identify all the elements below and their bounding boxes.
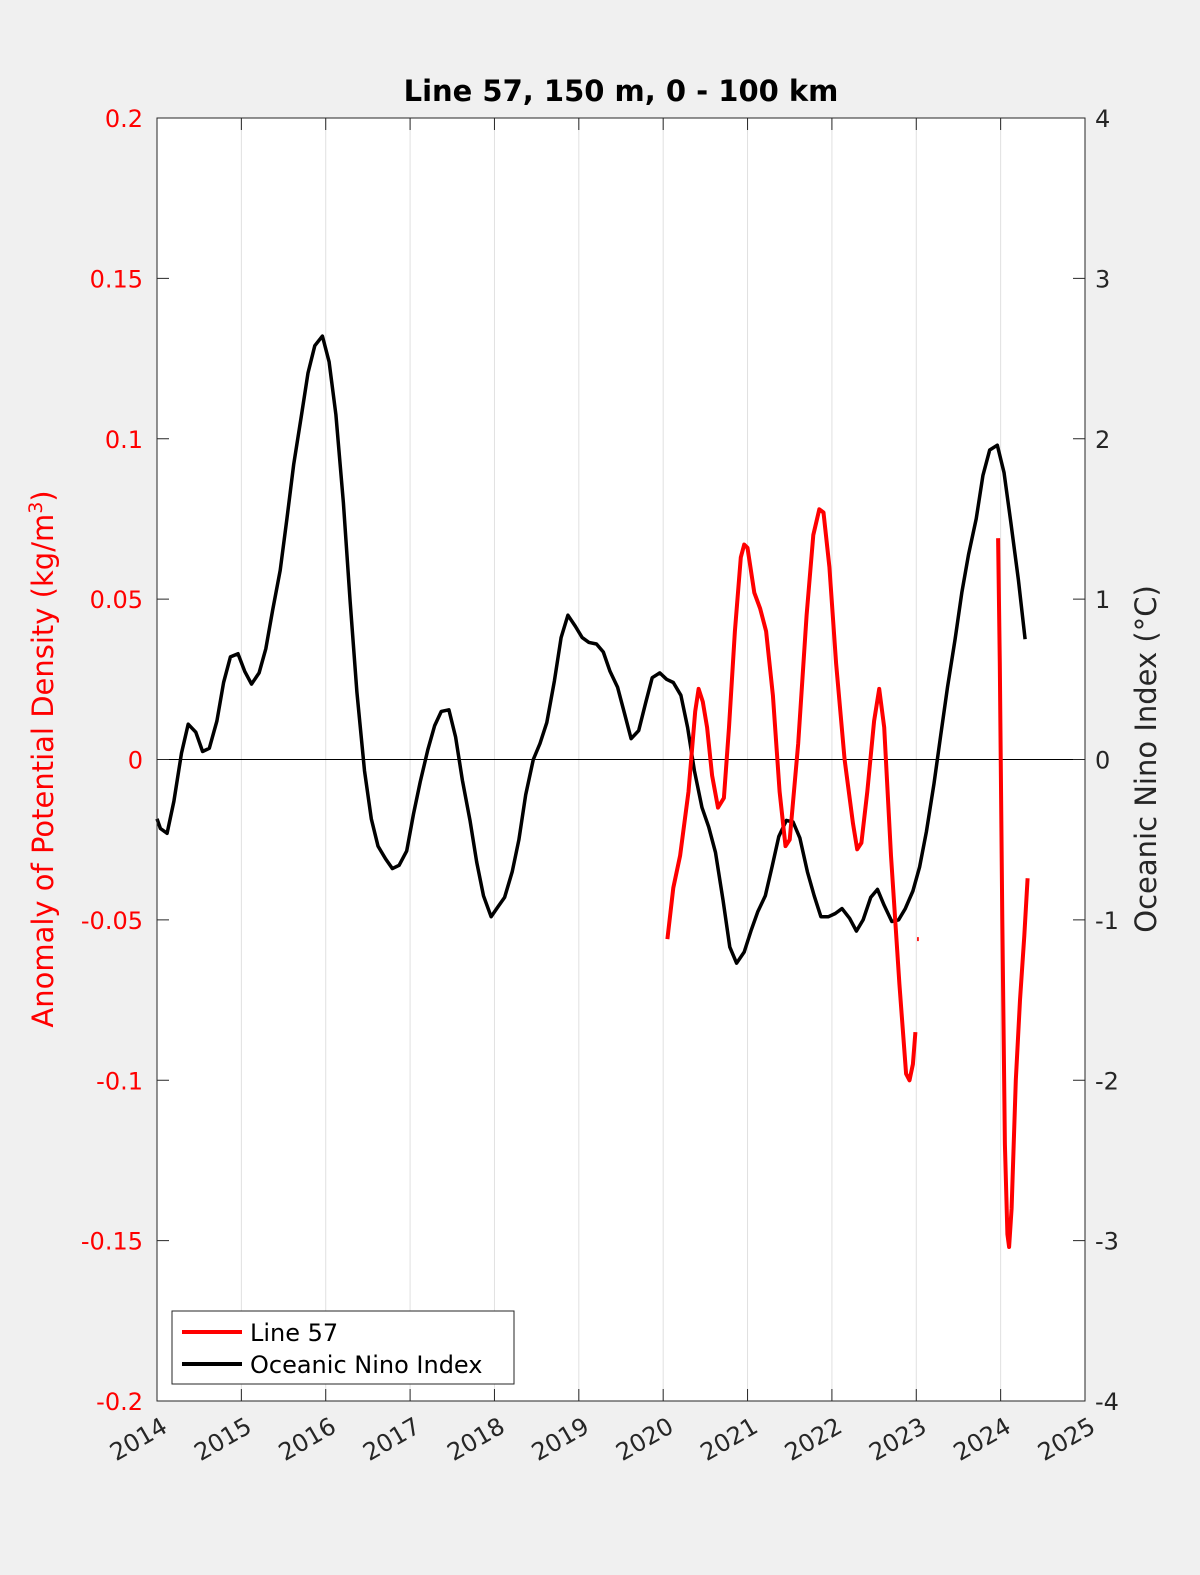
right-axis-ticks: 4 3 2 1 0 -1 -2 -3 -4 (1073, 105, 1119, 1416)
right-tick-label: -2 (1095, 1067, 1119, 1095)
right-tick-label: -1 (1095, 907, 1119, 935)
right-tick-label: 0 (1095, 747, 1110, 775)
left-axis-label: Anomaly of Potential Density (kg/m3) (25, 490, 60, 1027)
left-tick-label: -0.2 (96, 1388, 143, 1416)
series-line-line57-segment-0 (665, 507, 918, 1083)
chart-title: Line 57, 150 m, 0 - 100 km (404, 74, 839, 108)
legend: Line 57 Oceanic Nino Index (171, 1310, 515, 1385)
right-tick-label: 1 (1095, 586, 1110, 614)
right-axis-label: Oceanic Nino Index (°C) (1129, 585, 1163, 933)
left-tick-label: -0.1 (96, 1067, 143, 1095)
right-tick-label: 4 (1095, 105, 1110, 133)
right-tick-label: 3 (1095, 265, 1110, 293)
left-tick-label: -0.05 (81, 907, 143, 935)
legend-label-oni: Oceanic Nino Index (250, 1351, 482, 1379)
left-tick-label: -0.15 (81, 1228, 143, 1256)
left-axis-label-tail: ) (26, 490, 60, 501)
left-tick-label: 0.1 (105, 426, 143, 454)
left-tick-label: 0.2 (105, 105, 143, 133)
left-tick-label: 0.15 (90, 265, 143, 293)
left-axis-label-main: Anomaly of Potential Density (kg/m (26, 514, 60, 1028)
series-layer (155, 334, 1030, 1249)
left-axis-ticks: 0.2 0.15 0.1 0.05 0 -0.05 -0.1 -0.15 -0.2 (81, 105, 169, 1416)
series-line-oceanic-nino-index (155, 334, 1027, 965)
series-line-line57-segment-2 (996, 538, 1030, 1249)
legend-label-line57: Line 57 (250, 1319, 338, 1347)
right-tick-label: -4 (1095, 1388, 1119, 1416)
left-axis-label-sup: 3 (25, 502, 47, 514)
left-tick-label: 0 (128, 747, 143, 775)
legend-box (171, 1310, 515, 1385)
right-tick-label: -3 (1095, 1228, 1119, 1256)
left-tick-label: 0.05 (90, 586, 143, 614)
right-tick-label: 2 (1095, 426, 1110, 454)
